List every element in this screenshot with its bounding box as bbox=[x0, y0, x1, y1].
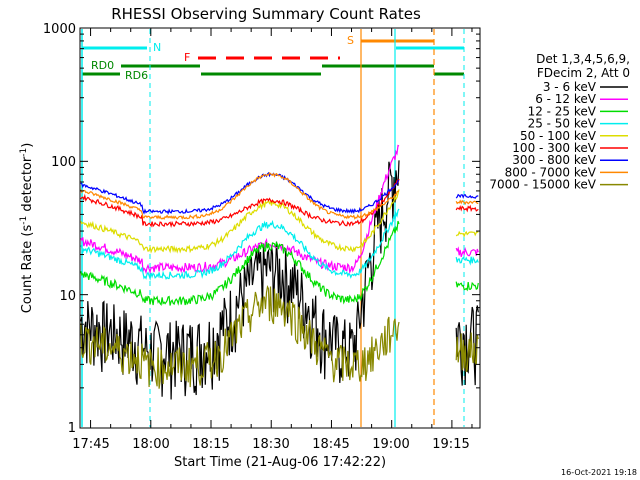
x-tick-label-1845: 18:45 bbox=[312, 437, 349, 452]
legend-header-line-2: FDecim 2, Att 0 bbox=[537, 66, 630, 80]
flag-label-f: F bbox=[184, 51, 190, 64]
x-tick-label-1830: 18:30 bbox=[252, 437, 289, 452]
legend-label: 100 - 300 keV bbox=[512, 141, 596, 155]
series-line bbox=[455, 230, 479, 238]
series-line bbox=[80, 220, 400, 307]
series-line bbox=[455, 332, 479, 373]
series-line bbox=[455, 193, 479, 199]
legend-label: 12 - 25 keV bbox=[528, 104, 597, 118]
y-axis-label: Count Rate (s-1 detector-1) bbox=[19, 143, 35, 314]
legend-label: 800 - 7000 keV bbox=[505, 165, 597, 179]
series-line bbox=[455, 204, 479, 213]
flag-label-rd6: RD6 bbox=[125, 69, 148, 82]
y-tick-label-1000: 1000 bbox=[43, 22, 76, 37]
x-tick-label-1815: 18:15 bbox=[192, 437, 229, 452]
flag-label-n: N bbox=[153, 41, 161, 54]
y-tick-label-1: 1 bbox=[68, 421, 76, 436]
series-line bbox=[80, 284, 400, 389]
legend-label: 25 - 50 keV bbox=[528, 117, 597, 131]
series-line bbox=[80, 189, 400, 254]
flag-label-s: S bbox=[347, 34, 354, 47]
legend-label: 50 - 100 keV bbox=[520, 129, 597, 143]
series-layer bbox=[80, 144, 479, 400]
flags-layer bbox=[81, 29, 465, 427]
legend-label: 3 - 6 keV bbox=[543, 80, 597, 94]
x-tick-label-1900: 19:00 bbox=[372, 437, 409, 452]
timestamp: 16-Oct-2021 19:18 bbox=[561, 468, 637, 477]
series-line bbox=[80, 178, 400, 229]
legend-label: 7000 - 15000 keV bbox=[489, 178, 596, 192]
legend-header-line-1: Det 1,3,4,5,6,9, bbox=[536, 52, 630, 66]
series-line bbox=[455, 199, 479, 205]
series-line bbox=[80, 208, 400, 281]
series-line bbox=[455, 256, 479, 266]
y-tick-label-10: 10 bbox=[59, 289, 76, 304]
series-line bbox=[80, 171, 400, 220]
x-tick-label-1800: 18:00 bbox=[132, 437, 169, 452]
x-axis-label: Start Time (21-Aug-06 17:42:22) bbox=[174, 455, 386, 470]
series-line bbox=[80, 144, 400, 275]
series-line bbox=[455, 246, 479, 257]
series-line bbox=[455, 281, 479, 292]
ticks-layer bbox=[80, 28, 480, 429]
x-tick-label-1915: 19:15 bbox=[432, 437, 469, 452]
legend-label: 300 - 800 keV bbox=[512, 153, 596, 167]
flag-label-rd0: RD0 bbox=[91, 59, 114, 72]
x-tick-label-1745: 17:45 bbox=[72, 437, 109, 452]
plot-frame bbox=[79, 27, 481, 429]
chart-title: RHESSI Observing Summary Count Rates bbox=[111, 5, 421, 23]
series-line bbox=[455, 305, 479, 386]
legend-label: 6 - 12 keV bbox=[535, 92, 597, 106]
y-tick-label-100: 100 bbox=[51, 155, 76, 170]
